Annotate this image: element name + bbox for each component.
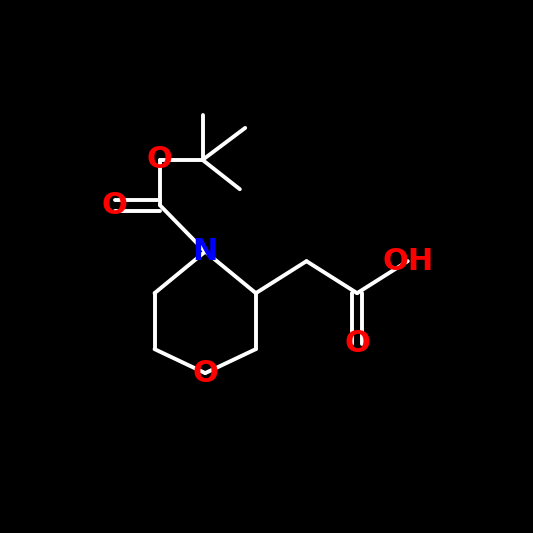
- Text: OH: OH: [382, 247, 433, 276]
- Text: O: O: [147, 146, 173, 174]
- Text: N: N: [192, 237, 218, 266]
- Text: O: O: [102, 191, 127, 220]
- Text: O: O: [192, 359, 218, 387]
- Text: O: O: [344, 329, 370, 358]
